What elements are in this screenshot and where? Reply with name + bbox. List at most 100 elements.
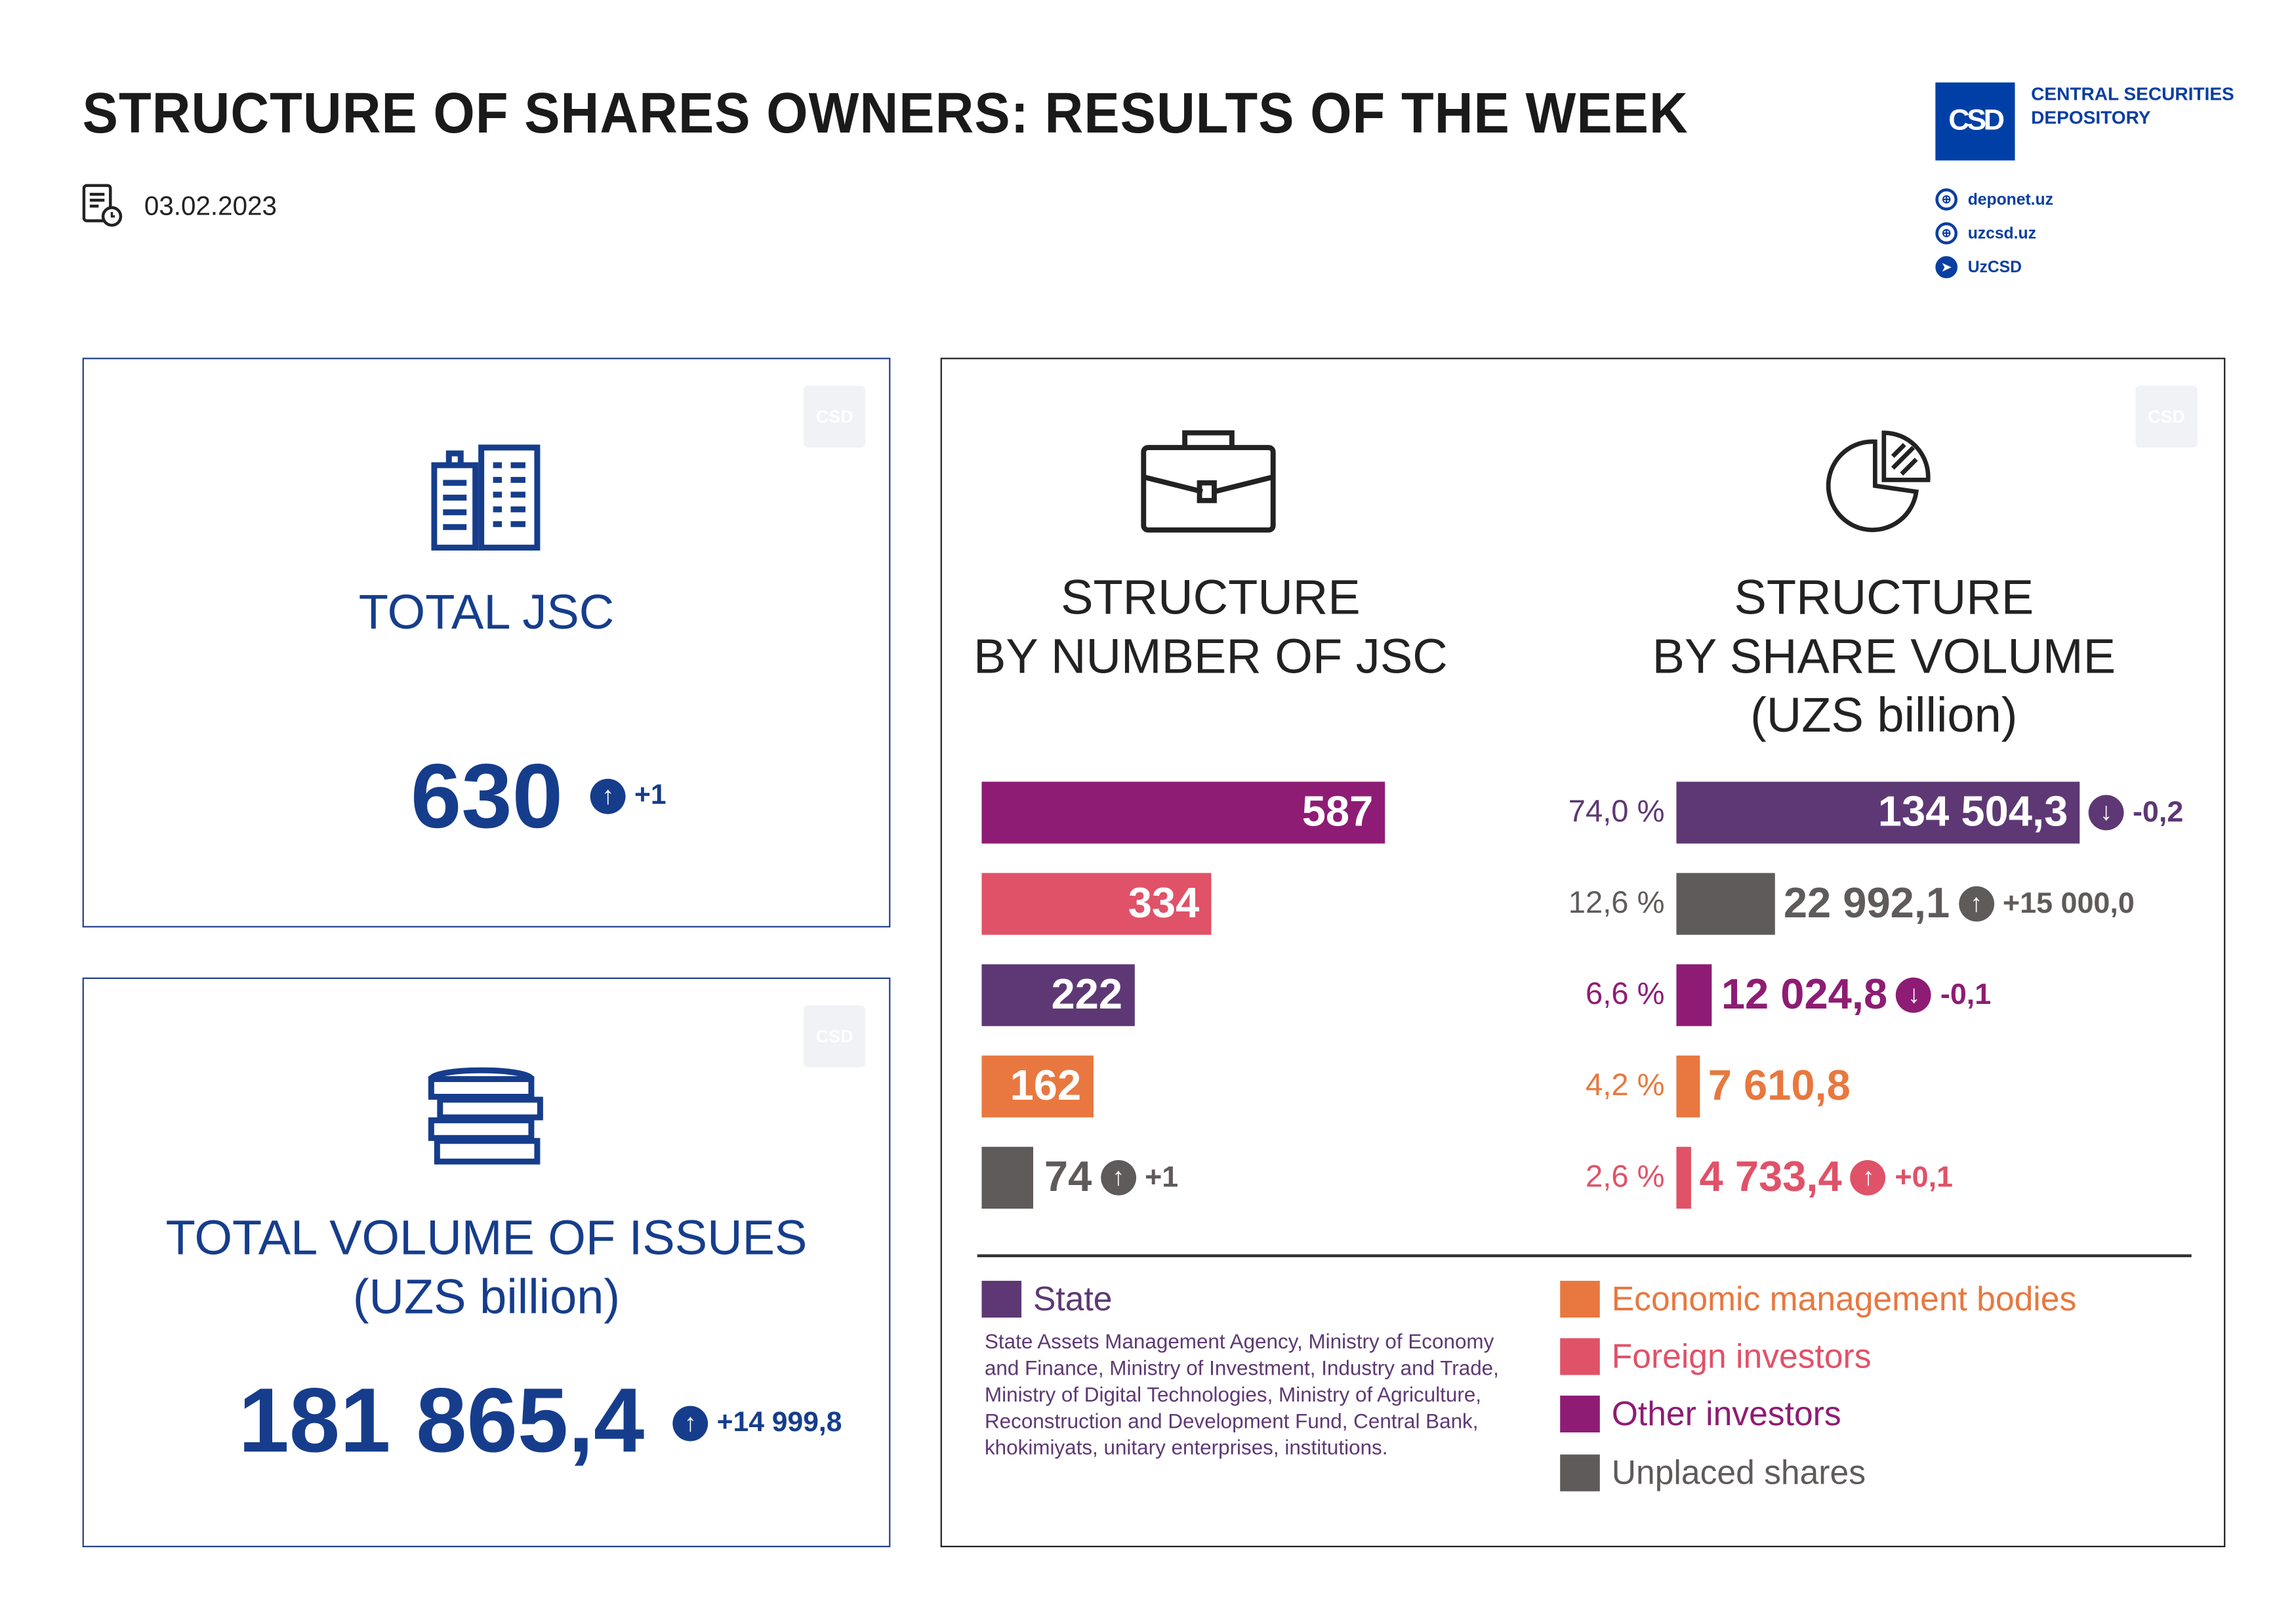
jsc-bar xyxy=(981,781,1385,844)
jsc-bar-label: 587 xyxy=(981,781,1374,843)
telegram-icon: ➤ xyxy=(1935,256,1958,279)
legend-swatch xyxy=(1560,1395,1600,1433)
jsc-bar xyxy=(981,1146,1033,1209)
bar-value: 162 xyxy=(1010,1062,1082,1110)
building-icon xyxy=(431,442,543,558)
total-jsc-card: CSD TOTAL JSC 630 ↑ +1 xyxy=(82,358,891,928)
bar-value: 4 733,4 xyxy=(1699,1154,1842,1201)
label-line-2: (UZS billion) xyxy=(352,1268,621,1323)
volume-bar xyxy=(1676,1055,1700,1117)
link-telegram[interactable]: ➤ UzCSD xyxy=(1935,256,2022,279)
bar-value: 134 504,3 xyxy=(1877,789,2068,837)
legend-unplaced: Unplaced shares xyxy=(1560,1453,1866,1493)
bar-value: 334 xyxy=(1128,880,1200,928)
globe-icon: ⊕ xyxy=(1935,188,1958,211)
bar-change: +0,1 xyxy=(1895,1161,1954,1194)
logo-line-1: CENTRAL SECURITIES xyxy=(2031,83,2234,105)
arrow-up-icon: ↑ xyxy=(1958,886,1994,922)
divider xyxy=(977,1254,2192,1257)
volume-percent: 74,0 % xyxy=(1568,795,1665,829)
structure-card: CSD STRUCTURE BY NUMBER OF JSC STRUCTURE B… xyxy=(940,358,2226,1548)
page-title: STRUCTURE OF SHARES OWNERS: RESULTS OF T… xyxy=(82,82,1689,146)
watermark-logo: CSD xyxy=(2135,385,2198,448)
title-line-1: STRUCTURE xyxy=(1061,570,1361,625)
logo-text: CENTRAL SECURITIES DEPOSITORY xyxy=(2031,83,2234,130)
volume-bar-label: 7 610,8 xyxy=(1708,1056,1851,1117)
volume-bar-label: 12 024,8 ↓ -0,1 xyxy=(1721,965,1991,1026)
legend-economic: Economic management bodies xyxy=(1560,1280,2076,1320)
total-volume-value: 181 865,4 xyxy=(238,1370,645,1472)
link-label: uzcsd.uz xyxy=(1967,224,2036,243)
bar-value: 587 xyxy=(1302,789,1374,837)
legend-label: Other investors xyxy=(1611,1394,1841,1433)
legend-label: State xyxy=(1033,1279,1113,1318)
bar-value: 12 024,8 xyxy=(1721,971,1888,1019)
volume-bar-label: 134 504,3 ↓ -0,2 xyxy=(1676,781,2184,843)
structure-volume-title: STRUCTURE BY SHARE VOLUME (UZS billion) xyxy=(1605,568,2164,745)
coins-icon xyxy=(425,1067,548,1184)
bar-value: 74 xyxy=(1044,1154,1092,1201)
total-volume-card: CSD TOTAL VOLUME OF ISSUES (UZS billion) … xyxy=(82,977,891,1548)
watermark-logo: CSD xyxy=(804,385,866,448)
structure-jsc-title: STRUCTURE BY NUMBER OF JSC xyxy=(942,568,1479,686)
arrow-down-icon: ↓ xyxy=(2088,795,2124,831)
label-line-1: TOTAL VOLUME OF ISSUES xyxy=(165,1210,808,1265)
jsc-bar-label: 162 xyxy=(981,1056,1082,1117)
jsc-bar-label: 74 ↑ +1 xyxy=(1044,1147,1178,1209)
bar-inner: 134 504,3 xyxy=(1676,781,2080,843)
legend-label: Economic management bodies xyxy=(1611,1279,2077,1318)
legend-foreign: Foreign investors xyxy=(1560,1337,1872,1377)
legend-swatch xyxy=(1560,1338,1600,1375)
bar-change: +15 000,0 xyxy=(2002,887,2135,921)
total-volume-change: ↑ +14 999,8 xyxy=(672,1405,842,1442)
volume-bar-label: 22 992,1 ↑ +15 000,0 xyxy=(1784,873,2135,934)
legend-label: Foreign investors xyxy=(1611,1337,1872,1375)
arrow-up-icon: ↑ xyxy=(590,778,626,814)
title-line-3: (UZS billion) xyxy=(1750,687,2018,742)
link-deponet[interactable]: ⊕ deponet.uz xyxy=(1935,188,2053,211)
total-jsc-value: 630 xyxy=(410,746,564,848)
jsc-bar xyxy=(981,964,1134,1026)
title-line-2: BY SHARE VOLUME xyxy=(1652,629,2116,684)
change-value: +1 xyxy=(634,780,666,812)
volume-bar xyxy=(1676,964,1713,1026)
legend-swatch xyxy=(1560,1280,1600,1318)
arrow-down-icon: ↓ xyxy=(1896,977,1932,1013)
bar-change: +1 xyxy=(1145,1161,1179,1194)
link-label: UzCSD xyxy=(1967,258,2022,276)
link-uzcsd[interactable]: ⊕ uzcsd.uz xyxy=(1935,222,2036,245)
title-line-1: STRUCTURE xyxy=(1734,570,2034,625)
bar-change: -0,1 xyxy=(1940,978,1992,1012)
jsc-bar xyxy=(981,1055,1094,1117)
pie-chart-icon xyxy=(1825,427,1934,543)
volume-percent: 4,2 % xyxy=(1586,1068,1665,1103)
volume-bar xyxy=(1676,873,1775,935)
arrow-up-icon: ↑ xyxy=(1100,1159,1136,1196)
legend-other: Other investors xyxy=(1560,1394,1841,1434)
document-clock-icon xyxy=(82,184,124,228)
arrow-up-icon: ↑ xyxy=(672,1405,708,1442)
legend-label: Unplaced shares xyxy=(1611,1453,1866,1491)
title-line-2: BY NUMBER OF JSC xyxy=(974,629,1448,684)
volume-bar xyxy=(1676,781,2080,844)
jsc-bar xyxy=(981,873,1212,935)
volume-percent: 6,6 % xyxy=(1586,977,1665,1012)
watermark-logo: CSD xyxy=(804,1005,866,1068)
change-value: +14 999,8 xyxy=(716,1407,842,1438)
report-date: 03.02.2023 xyxy=(144,191,277,221)
bar-value: 22 992,1 xyxy=(1783,880,1950,928)
legend-state: State xyxy=(981,1279,1113,1320)
bar-value: 222 xyxy=(1051,971,1123,1019)
logo-line-2: DEPOSITORY xyxy=(2031,107,2151,129)
total-jsc-change: ↑ +1 xyxy=(590,778,666,814)
arrow-up-icon: ↑ xyxy=(1851,1159,1886,1196)
legend-swatch xyxy=(1560,1454,1600,1491)
bar-change: -0,2 xyxy=(2132,796,2184,829)
bar-value: 7 610,8 xyxy=(1708,1062,1851,1110)
briefcase-icon xyxy=(1141,427,1276,543)
volume-percent: 12,6 % xyxy=(1568,886,1665,921)
legend-state-description: State Assets Management Agency, Ministry… xyxy=(984,1329,1499,1459)
csd-logo: CSD xyxy=(1935,82,2015,161)
volume-bar-label: 4 733,4 ↑ +0,1 xyxy=(1700,1147,1953,1209)
link-label: deponet.uz xyxy=(1967,190,2053,209)
